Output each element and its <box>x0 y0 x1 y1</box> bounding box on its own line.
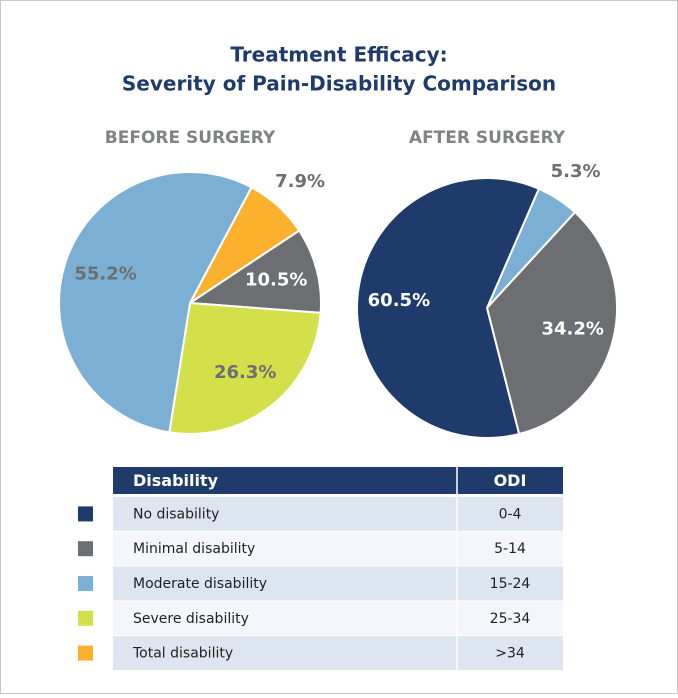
data-label: 10.5% <box>245 270 307 291</box>
pie-slice <box>187 229 322 314</box>
table-row <box>113 601 563 636</box>
table-row <box>113 497 563 531</box>
table-header-cell: Disability <box>133 471 219 490</box>
table-cell: 5-14 <box>494 541 526 557</box>
data-label: 55.2% <box>74 264 136 285</box>
pie-slice <box>485 210 618 436</box>
legend-swatch <box>78 610 93 626</box>
table-cell: 15-24 <box>490 576 531 592</box>
table-cell: 25-34 <box>490 611 531 627</box>
chart-title: Severity of Pain-Disability Comparison <box>122 72 556 96</box>
table-row <box>113 566 563 601</box>
pie-title: AFTER SURGERY <box>409 128 566 148</box>
legend-swatch <box>78 506 93 522</box>
data-label: 60.5% <box>368 290 430 311</box>
table-row <box>113 636 563 670</box>
legend-label: Total disability <box>132 646 233 662</box>
data-label: 26.3% <box>214 362 276 383</box>
data-label: 5.3% <box>551 161 601 182</box>
table-cell: >34 <box>495 646 525 662</box>
legend-label: Moderate disability <box>133 576 267 592</box>
data-label: 34.2% <box>541 319 603 340</box>
data-label: 7.9% <box>275 171 325 192</box>
pie-slice <box>356 177 541 439</box>
pie-title: BEFORE SURGERY <box>105 128 276 148</box>
legend-swatch <box>78 645 93 661</box>
legend-swatch <box>78 541 93 557</box>
pie-slice <box>58 171 253 434</box>
legend-label: Minimal disability <box>133 541 255 557</box>
table-header-cell: ODI <box>494 471 527 490</box>
table-header <box>113 467 563 494</box>
legend-swatch <box>78 576 93 591</box>
pie-slice <box>168 301 322 435</box>
table-cell: 0-4 <box>499 506 522 522</box>
legend-label: Severe disability <box>133 611 249 627</box>
chart-title: Treatment Efficacy: <box>230 43 447 67</box>
table-row <box>113 531 563 566</box>
legend-label: No disability <box>133 506 219 522</box>
